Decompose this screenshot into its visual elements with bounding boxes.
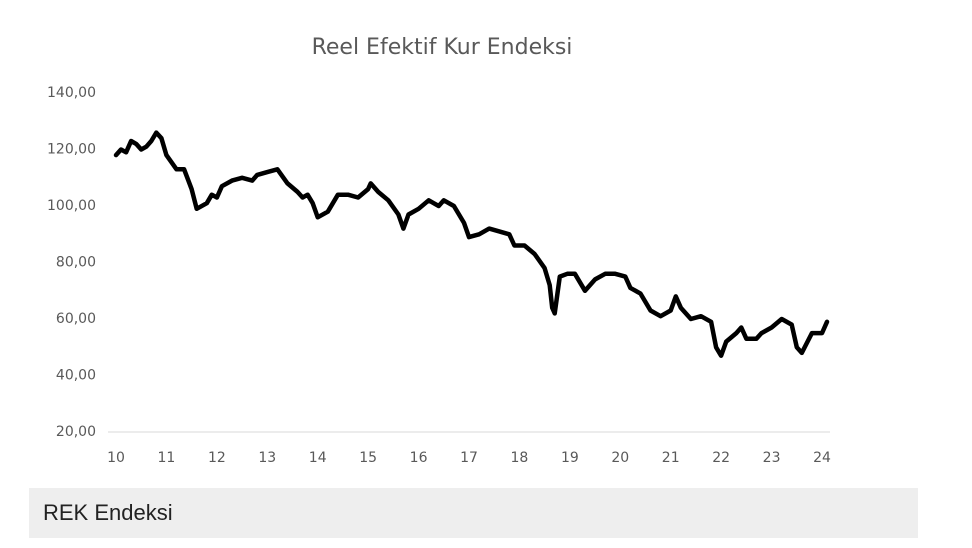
x-tick-label: 11 [158,450,176,466]
y-tick-label: 40,00 [56,368,96,384]
line-series [113,130,830,358]
x-tick-label: 10 [107,450,125,466]
x-tick-label: 12 [208,450,226,466]
x-tick-label: 19 [561,450,579,466]
y-tick-label: 80,00 [56,255,96,271]
x-tick-label: 21 [662,450,680,466]
x-tick-label: 14 [309,450,327,466]
y-tick-label: 20,00 [56,424,96,440]
x-tick-label: 17 [460,450,478,466]
x-tick-label: 23 [763,450,781,466]
caption: REK Endeksi [29,488,918,538]
x-tick-label: 15 [359,450,377,466]
x-tick-label: 16 [410,450,428,466]
y-tick-label: 100,00 [47,198,96,214]
x-tick-label: 13 [258,450,276,466]
y-tick-label: 140,00 [47,85,96,101]
x-tick-label: 24 [813,450,831,466]
y-tick-label: 120,00 [47,142,96,158]
x-tick-label: 22 [712,450,730,466]
y-tick-label: 60,00 [56,311,96,327]
x-tick-label: 18 [511,450,529,466]
x-tick-label: 20 [611,450,629,466]
chart: Reel Efektif Kur Endeksi 20,00 40,00 60,00… [47,35,831,466]
chart-title: Reel Efektif Kur Endeksi [312,35,573,60]
